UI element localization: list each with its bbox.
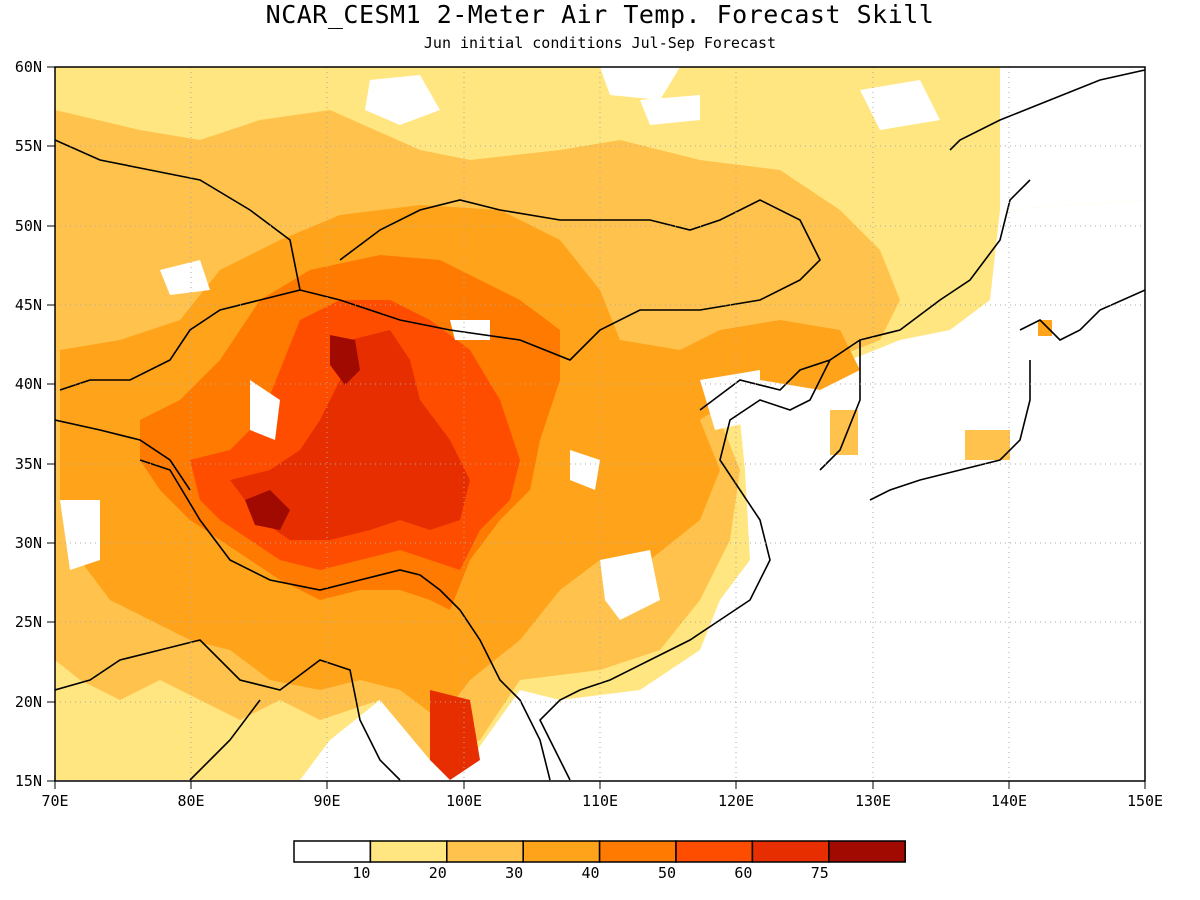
colorbar-swatch [828,840,906,863]
coastline-japan [869,69,1145,501]
map-subtitle: Jun initial conditions Jul-Sep Forecast [423,34,777,52]
lon-label: 70E [41,792,68,810]
tick-marks [47,66,1146,789]
colorbar-tick-label: 40 [582,864,600,882]
lon-label: 120E [718,792,754,810]
longitude-labels: 70E 80E 90E 100E 110E 120E 130E 140E 150… [41,792,1163,810]
lat-label: 15N [15,772,42,790]
colorbar-tick-label: 20 [429,864,447,882]
colorbar-tick-label: 30 [505,864,523,882]
colorbar-tick-label: 50 [658,864,676,882]
skill-band-75-plus [245,335,360,530]
lon-label: 150E [1127,792,1163,810]
colorbar-swatch [446,840,524,863]
colorbar-tick-label: 75 [811,864,829,882]
lat-label: 25N [15,613,42,631]
colorbar-swatch [598,840,677,863]
lon-label: 90E [313,792,340,810]
skill-patch-japan [965,430,1010,460]
ocean-mask [570,290,1145,780]
colorbar-swatch [369,840,448,863]
skill-patch-hokkaido [1038,320,1052,336]
colorbar-swatch [522,840,601,863]
lat-label: 60N [15,58,42,76]
colorbar-swatch [675,840,754,863]
lon-label: 140E [991,792,1027,810]
coastline-china-east [539,179,1031,781]
gridlines [55,67,1145,781]
coastline-india-bay [55,639,401,781]
lat-label: 55N [15,137,42,155]
lat-label: 45N [15,296,42,314]
colorbar-tick-label: 10 [352,864,370,882]
skill-band-0-10-north [365,67,1145,210]
colorbar-tick-label: 60 [734,864,752,882]
lat-label: 50N [15,217,42,235]
border-central-asia [55,139,301,491]
border-china-mongolia [299,199,821,361]
skill-field [55,67,1145,780]
latitude-labels: 60N 55N 50N 45N 40N 35N 30N 25N 20N 15N [15,58,42,790]
lat-label: 35N [15,455,42,473]
colorbar-swatch [293,840,372,863]
lon-label: 100E [446,792,482,810]
lat-label: 40N [15,375,42,393]
lat-label: 30N [15,534,42,552]
lat-label: 20N [15,693,42,711]
map-title: NCAR_CESM1 2-Meter Air Temp. Forecast Sk… [265,0,935,29]
lon-label: 110E [582,792,618,810]
colorbar-swatch [751,840,830,863]
skill-band-60-75 [230,330,480,780]
colorbar: 10 20 30 40 50 60 75 [293,840,906,882]
coastlines-borders [55,69,1145,781]
border-tibet-himalaya [139,459,551,781]
lon-label: 130E [855,792,891,810]
lon-label: 80E [177,792,204,810]
